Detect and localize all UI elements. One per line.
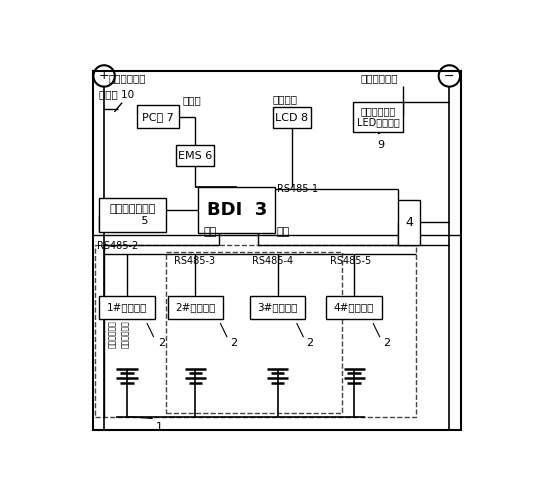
Bar xyxy=(168,296,223,319)
Text: 充电放电负极: 充电放电负极 xyxy=(361,73,399,83)
Text: 2: 2 xyxy=(230,338,237,348)
Text: BDI  3: BDI 3 xyxy=(206,201,267,219)
Text: RS485-4: RS485-4 xyxy=(252,256,293,266)
Text: 启停开关（带
LED指示灯）: 启停开关（带 LED指示灯） xyxy=(356,106,400,127)
Bar xyxy=(96,245,416,417)
Bar xyxy=(176,145,214,167)
Text: 9: 9 xyxy=(377,140,384,150)
Bar xyxy=(99,296,154,319)
Bar xyxy=(326,296,382,319)
Bar xyxy=(398,200,420,245)
Bar xyxy=(199,187,275,233)
Text: 充放电控制电路
       5: 充放电控制电路 5 xyxy=(110,204,156,226)
Text: 4: 4 xyxy=(406,216,413,229)
Bar xyxy=(250,296,306,319)
Text: RS485-1: RS485-1 xyxy=(277,184,318,194)
Text: EMS 6: EMS 6 xyxy=(178,151,212,161)
Bar xyxy=(273,107,311,128)
Text: RS485-3: RS485-3 xyxy=(174,256,215,266)
Text: 以太网: 以太网 xyxy=(182,95,201,105)
Bar xyxy=(166,252,342,413)
Text: 3#检测单元: 3#检测单元 xyxy=(258,303,298,312)
Text: RS485-5: RS485-5 xyxy=(330,256,372,266)
Bar xyxy=(137,105,179,128)
Text: 4#检测单元: 4#检测单元 xyxy=(334,303,374,312)
Text: 2#检测单元: 2#检测单元 xyxy=(176,303,216,312)
Text: 2: 2 xyxy=(158,338,165,348)
Text: 正极: 正极 xyxy=(203,227,217,237)
Text: 操作界面: 操作界面 xyxy=(273,94,298,104)
Text: 2: 2 xyxy=(383,338,390,348)
Bar xyxy=(353,102,403,132)
Text: LCD 8: LCD 8 xyxy=(275,113,308,123)
Bar xyxy=(99,198,166,232)
Text: −: − xyxy=(444,69,455,82)
Text: +: + xyxy=(99,69,110,82)
Text: 1: 1 xyxy=(156,423,163,433)
Text: 1#检测单元: 1#检测单元 xyxy=(107,303,147,312)
Text: RS485-2: RS485-2 xyxy=(97,241,138,251)
Text: 继电器 10: 继电器 10 xyxy=(99,90,134,100)
Text: 充电放电正极: 充电放电正极 xyxy=(109,73,146,83)
Text: 接地: 接地 xyxy=(277,227,290,237)
Text: 温度采样电路: 温度采样电路 xyxy=(122,320,130,348)
Text: 2: 2 xyxy=(307,338,314,348)
Text: 单体均衡电路: 单体均衡电路 xyxy=(108,320,117,348)
Text: PC机 7: PC机 7 xyxy=(143,112,174,122)
